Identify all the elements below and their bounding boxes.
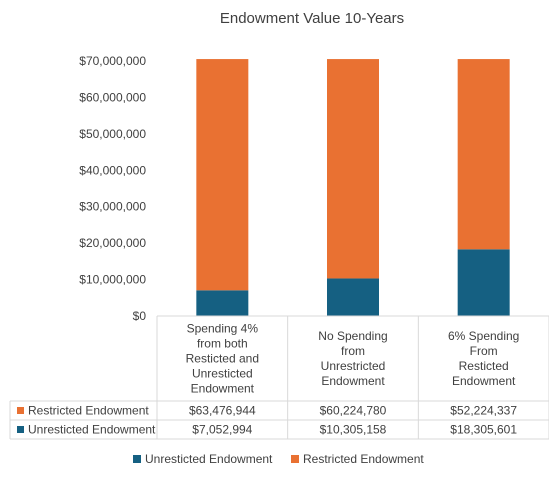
chart-title: Endowment Value 10-Years bbox=[220, 10, 404, 27]
bar-restricted bbox=[327, 59, 379, 279]
category-label: from bbox=[341, 344, 365, 358]
legend-swatch bbox=[133, 455, 141, 463]
table-cell: $10,305,158 bbox=[320, 423, 387, 437]
legend-label: Unresticted Endowment bbox=[145, 452, 273, 466]
table-legend-key bbox=[17, 407, 24, 414]
table-cell: $7,052,994 bbox=[192, 423, 252, 437]
bar-unrestricted bbox=[196, 290, 249, 316]
y-tick-label: $50,000,000 bbox=[79, 127, 146, 141]
table-legend-key bbox=[17, 426, 24, 433]
category-label: Endowment bbox=[452, 374, 516, 388]
y-tick-label: $40,000,000 bbox=[79, 163, 146, 177]
category-label: Resticted bbox=[459, 359, 509, 373]
table-cell: $60,224,780 bbox=[320, 404, 387, 418]
y-tick-label: $70,000,000 bbox=[79, 54, 146, 68]
category-label: Unrestricted bbox=[321, 359, 386, 373]
category-label: Unresticted bbox=[192, 367, 253, 381]
y-tick-label: $10,000,000 bbox=[79, 273, 146, 287]
table-cell: $52,224,337 bbox=[450, 404, 517, 418]
category-label: From bbox=[470, 344, 498, 358]
y-tick-label: $30,000,000 bbox=[79, 200, 146, 214]
bar-restricted bbox=[196, 59, 249, 291]
category-label: from both bbox=[197, 337, 248, 351]
category-label: No Spending bbox=[318, 329, 387, 343]
bar-unrestricted bbox=[457, 249, 510, 316]
table-cell: $63,476,944 bbox=[189, 404, 256, 418]
bar-restricted bbox=[457, 59, 510, 250]
legend: Unresticted Endowment Restricted Endowmen… bbox=[133, 452, 424, 466]
y-tick-label: $60,000,000 bbox=[79, 90, 146, 104]
table-row-label: Restricted Endowment bbox=[28, 404, 149, 418]
y-tick-label: $20,000,000 bbox=[79, 236, 146, 250]
bars bbox=[196, 59, 510, 316]
legend-label: Restricted Endowment bbox=[303, 452, 424, 466]
category-label: Endowment bbox=[191, 382, 255, 396]
y-tick-label: $0 bbox=[133, 309, 147, 323]
category-label: Resticted and bbox=[186, 352, 259, 366]
category-label: Endowment bbox=[321, 374, 385, 388]
y-axis: $0 $10,000,000 $20,000,000 $30,000,000 $40,0… bbox=[79, 54, 146, 323]
table-row-label: Unresticted Endowment bbox=[28, 423, 156, 437]
category-label: Spending 4% bbox=[187, 322, 259, 336]
table-cell: $18,305,601 bbox=[450, 423, 517, 437]
legend-swatch bbox=[291, 455, 299, 463]
category-label: 6% Spending bbox=[448, 329, 519, 343]
bar-unrestricted bbox=[327, 278, 379, 316]
